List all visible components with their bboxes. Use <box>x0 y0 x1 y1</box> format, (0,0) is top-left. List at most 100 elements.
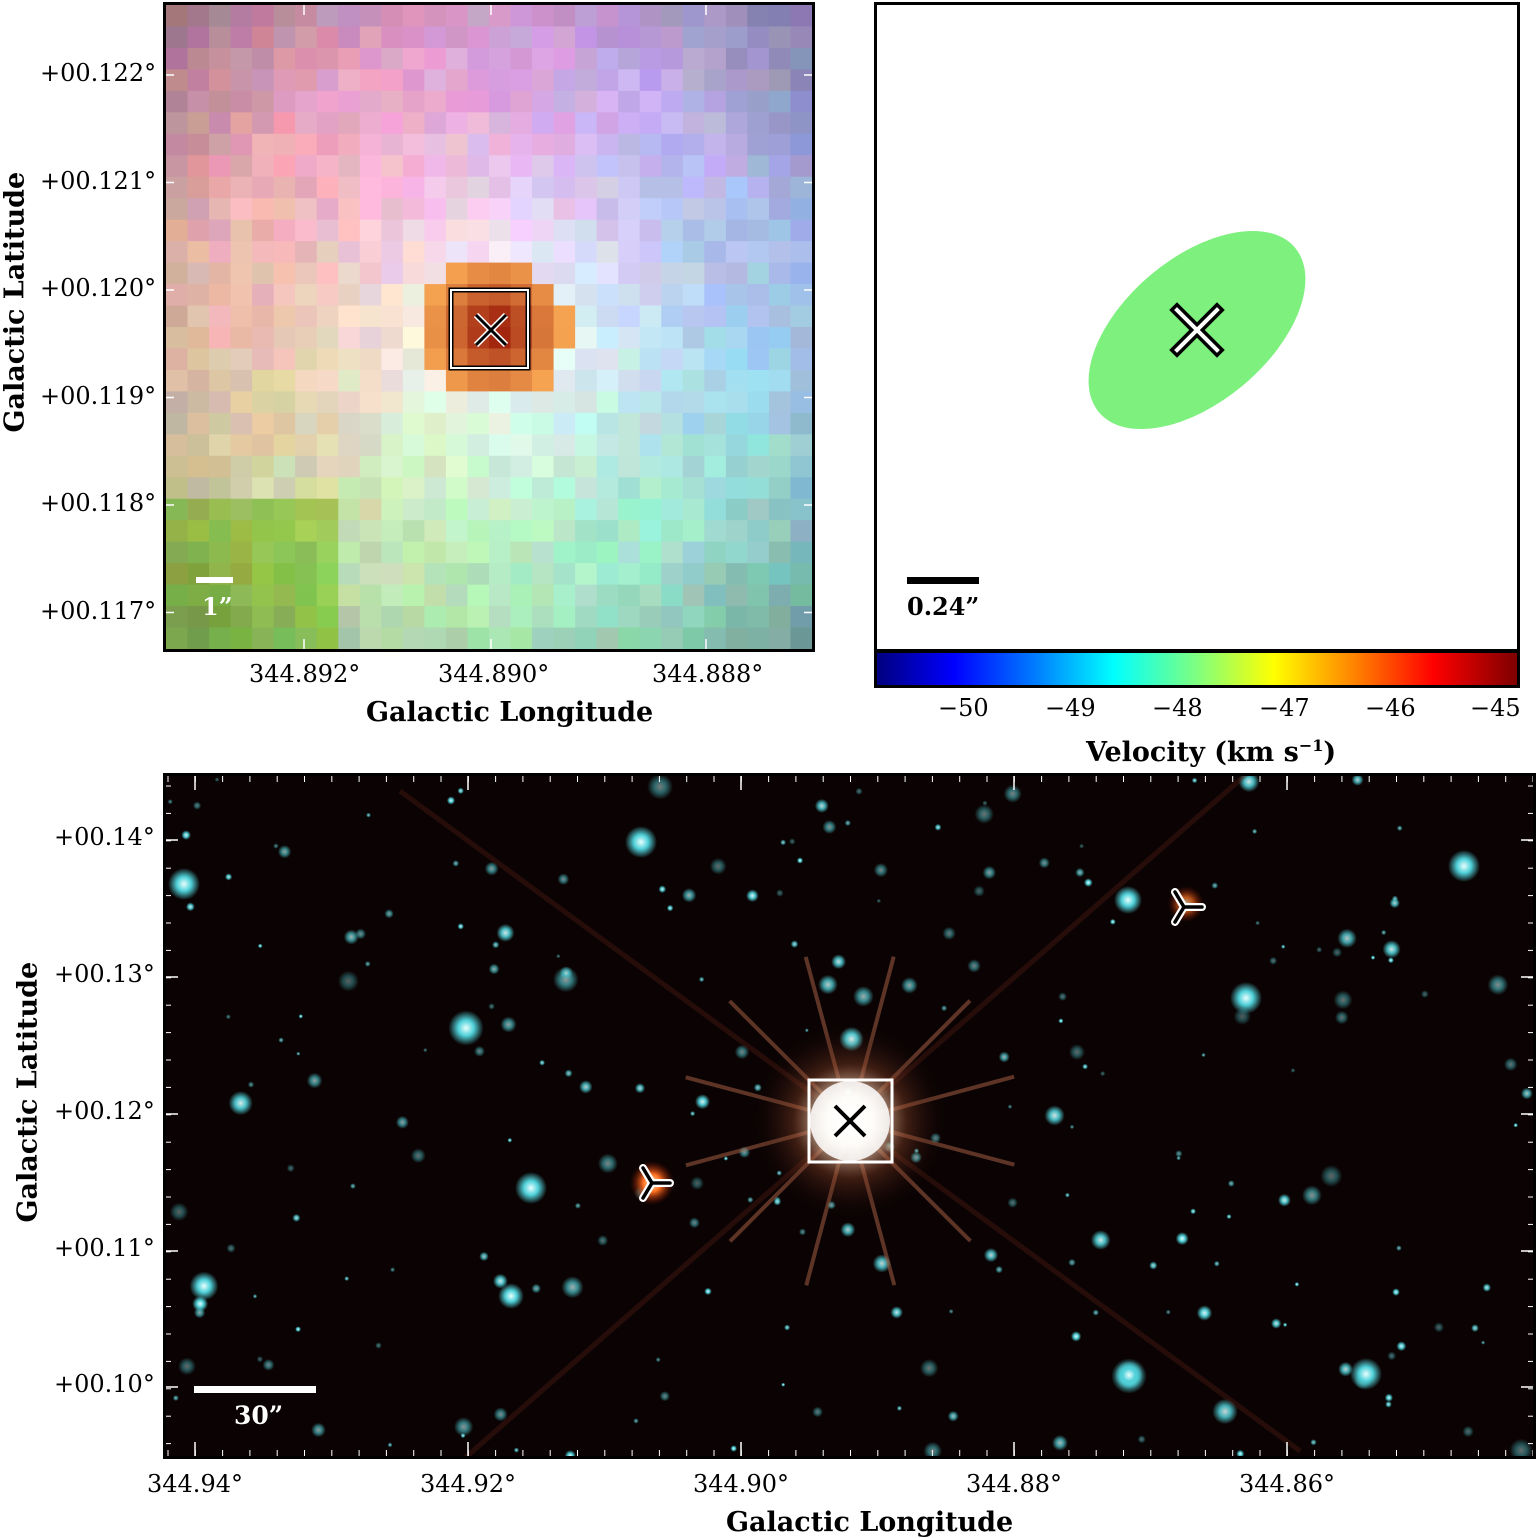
image-pixel <box>467 284 490 307</box>
image-pixel <box>381 369 404 392</box>
image-pixel <box>252 219 275 242</box>
image-pixel <box>575 498 598 521</box>
image-pixel <box>252 284 275 307</box>
star <box>982 800 988 806</box>
image-pixel <box>596 498 619 521</box>
image-pixel <box>338 241 361 264</box>
image-pixel <box>661 5 684 28</box>
image-pixel <box>359 26 382 49</box>
image-pixel <box>532 412 555 435</box>
image-pixel <box>661 584 684 607</box>
star <box>934 823 942 831</box>
image-pixel <box>338 47 361 70</box>
image-pixel <box>532 241 555 264</box>
image-pixel <box>682 26 705 49</box>
image-pixel <box>316 198 339 221</box>
y-tick-label: +00.118° <box>40 489 157 517</box>
image-pixel <box>704 262 727 285</box>
star <box>1282 1322 1288 1327</box>
image-pixel <box>338 5 361 28</box>
image-pixel <box>359 90 382 113</box>
image-pixel <box>747 90 770 113</box>
star <box>531 1283 541 1294</box>
image-pixel <box>639 155 662 178</box>
star <box>747 1196 754 1203</box>
star <box>574 1202 581 1209</box>
image-pixel <box>230 241 253 264</box>
image-pixel <box>166 241 189 264</box>
image-pixel <box>316 90 339 113</box>
image-pixel <box>273 477 296 500</box>
x-tick-label: 344.94° <box>147 1470 243 1498</box>
image-pixel <box>381 155 404 178</box>
image-pixel <box>489 541 512 564</box>
image-pixel <box>596 47 619 70</box>
star <box>457 787 464 794</box>
image-pixel <box>166 541 189 564</box>
image-pixel <box>381 412 404 435</box>
image-pixel <box>273 348 296 371</box>
image-pixel <box>790 5 812 28</box>
image-pixel <box>209 455 232 478</box>
image-pixel <box>618 112 641 135</box>
image-pixel <box>704 305 727 328</box>
image-pixel <box>489 5 512 28</box>
image-pixel <box>295 69 318 92</box>
image-pixel <box>467 112 490 135</box>
image-pixel <box>402 133 425 156</box>
image-pixel <box>532 26 555 49</box>
image-pixel <box>402 369 425 392</box>
image-pixel <box>661 627 684 649</box>
image-pixel <box>295 133 318 156</box>
star <box>559 966 573 980</box>
star <box>1069 1124 1075 1130</box>
star <box>278 1037 284 1043</box>
source-cross-marker <box>1169 302 1225 358</box>
image-pixel <box>575 198 598 221</box>
image-pixel <box>252 155 275 178</box>
scale-bar-label: 1” <box>202 592 233 621</box>
image-pixel <box>790 498 812 521</box>
image-pixel <box>618 391 641 414</box>
image-pixel <box>166 69 189 92</box>
star <box>698 976 705 983</box>
star <box>225 873 233 881</box>
image-pixel <box>316 176 339 199</box>
image-pixel <box>790 155 812 178</box>
image-pixel <box>467 262 490 285</box>
star <box>1310 1439 1317 1446</box>
y-tick-label: +00.117° <box>40 596 157 625</box>
image-pixel <box>166 219 189 242</box>
image-pixel <box>575 348 598 371</box>
image-pixel <box>187 498 210 521</box>
image-pixel <box>489 391 512 414</box>
image-pixel <box>187 155 210 178</box>
image-pixel <box>187 5 210 28</box>
image-pixel <box>768 155 792 178</box>
star <box>790 940 799 948</box>
star <box>1281 944 1286 949</box>
star <box>1504 1057 1518 1072</box>
star <box>1387 1351 1396 1361</box>
image-pixel <box>553 391 576 414</box>
star <box>1482 1283 1492 1292</box>
star <box>256 1356 264 1363</box>
image-pixel <box>445 498 469 521</box>
image-pixel <box>381 305 404 328</box>
image-pixel <box>252 112 275 135</box>
bottom-y-axis-label: Galactic Latitude <box>12 961 44 1223</box>
image-pixel <box>618 284 641 307</box>
image-pixel <box>639 434 662 457</box>
image-pixel <box>596 606 619 629</box>
star <box>896 1405 903 1411</box>
image-pixel <box>230 26 253 49</box>
image-pixel <box>790 606 812 629</box>
star <box>193 1306 206 1319</box>
image-pixel <box>682 520 705 543</box>
image-pixel <box>166 391 189 414</box>
image-pixel <box>381 327 404 350</box>
image-pixel <box>725 90 748 113</box>
source-cross-marker <box>833 1104 867 1138</box>
image-pixel <box>639 47 662 70</box>
star <box>507 1137 513 1143</box>
